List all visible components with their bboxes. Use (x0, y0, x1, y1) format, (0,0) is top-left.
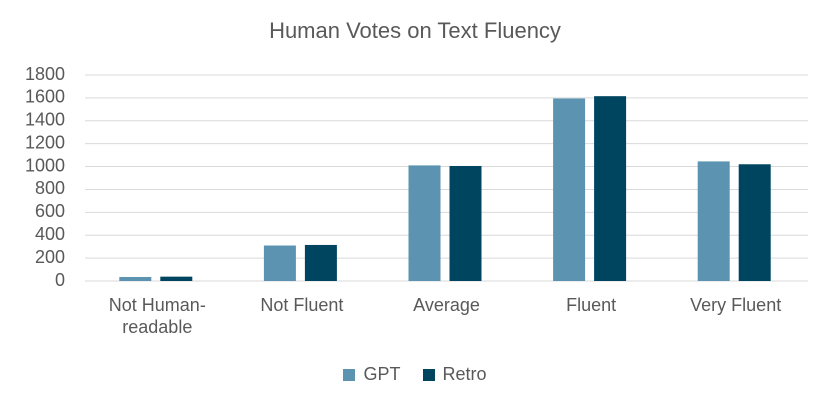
bar (738, 164, 771, 281)
x-tick-label: Average (413, 295, 480, 315)
bar (304, 244, 337, 281)
x-tick-label: Not Human-readable (108, 295, 206, 337)
legend-item: Retro (422, 364, 487, 385)
chart-title: Human Votes on Text Fluency (269, 18, 561, 43)
bar (119, 276, 152, 281)
y-tick-label: 1200 (25, 132, 65, 152)
legend-swatch (343, 368, 356, 381)
y-tick-label: 1400 (25, 110, 65, 130)
x-tick-label: Not Fluent (260, 295, 344, 315)
x-tick-label: Fluent (566, 295, 617, 315)
legend-item: GPT (343, 364, 401, 385)
y-tick-label: 800 (35, 178, 65, 198)
y-tick-label: 600 (35, 201, 65, 221)
legend-label: Retro (442, 364, 487, 384)
bar (594, 96, 627, 281)
bar (449, 165, 482, 281)
bar (263, 245, 296, 281)
y-tick-label: 1800 (25, 64, 65, 84)
y-tick-label: 400 (35, 224, 65, 244)
x-tick-label: Very Fluent (690, 295, 782, 315)
bar (408, 165, 441, 281)
y-tick-label: 0 (55, 270, 65, 290)
legend: GPT Retro (0, 364, 830, 385)
bar (160, 276, 193, 281)
y-tick-label: 1600 (25, 87, 65, 107)
bar (553, 98, 586, 281)
legend-label: GPT (363, 364, 401, 384)
legend-swatch (422, 368, 435, 381)
bar (697, 161, 730, 281)
y-tick-label: 1000 (25, 155, 65, 175)
y-tick-label: 200 (35, 247, 65, 267)
